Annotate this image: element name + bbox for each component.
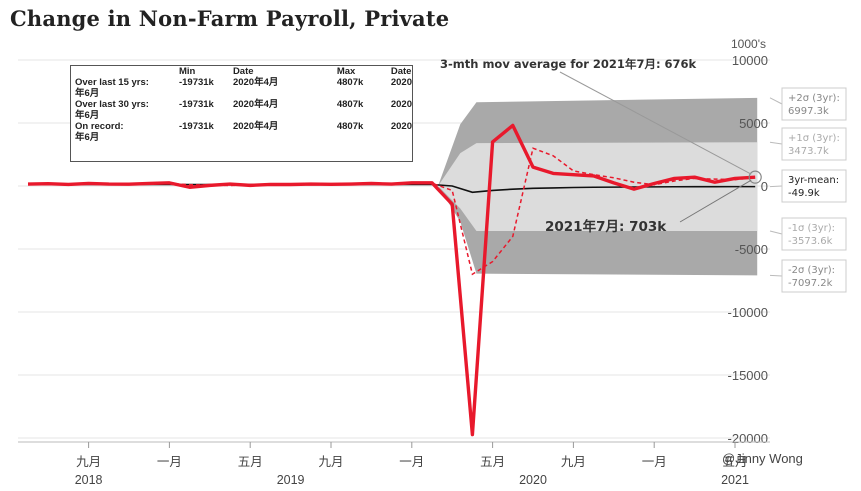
sigma-label-box — [781, 217, 847, 251]
label-leader — [769, 97, 783, 105]
stats-row: Over last 30 yrs: -19731k 2020年4月 4807k … — [71, 99, 412, 110]
sigma-label-text: -2σ (3yr): — [788, 265, 835, 276]
x-tick-label: 五月 — [238, 454, 263, 469]
watermark: @Jinny Wong — [722, 451, 803, 466]
stats-row-extra: 年6月 — [75, 110, 100, 121]
stats-row-min-date: 2020年4月 — [232, 121, 279, 132]
x-tick-label: 五月 — [480, 454, 505, 469]
stats-row-max-date: 2020 — [390, 99, 412, 110]
latest-point-marker — [748, 170, 762, 184]
sigma-label-text: 3yr-mean: — [788, 175, 839, 186]
stats-row-max: 4807k — [336, 77, 364, 88]
sigma-label-value: -49.9k — [788, 188, 820, 199]
y-tick-label: -15000 — [728, 368, 768, 383]
stats-table: Min Date Max Date Over last 15 yrs: -197… — [70, 65, 413, 162]
x-year-label: 2019 — [277, 473, 305, 487]
x-tick-label: 九月 — [76, 454, 101, 469]
y-tick-label: 10000 — [732, 53, 768, 68]
annotation-mov-avg: 3-mth mov average for 2021年7月: 676k — [440, 57, 697, 71]
sigma-label-box — [781, 259, 847, 293]
stats-row-max: 4807k — [336, 99, 364, 110]
stats-row-extra: 年6月 — [75, 132, 100, 143]
chart-title: Change in Non-Farm Payroll, Private — [10, 6, 450, 31]
x-tick-label: 九月 — [318, 454, 343, 469]
x-tick-label: 一月 — [642, 454, 667, 469]
x-tick-label: 五月 — [722, 454, 747, 469]
label-leader — [769, 230, 783, 235]
annotation-leader — [559, 71, 752, 175]
sigma-label-value: -3573.6k — [788, 236, 833, 247]
stats-header-min-date: Date — [232, 66, 254, 77]
stats-row-label: On record: — [75, 121, 124, 132]
stats-row: On record: -19731k 2020年4月 4807k 2020 — [71, 121, 412, 132]
stats-header-max-date: Date — [390, 66, 412, 77]
stats-row-max-date: 2020 — [390, 77, 412, 88]
stats-row-max: 4807k — [336, 121, 364, 132]
annotation-latest: 2021年7月: 703k — [545, 218, 667, 235]
annotation-leader — [679, 179, 752, 223]
y-tick-label: -20000 — [728, 431, 768, 446]
mov-avg-line — [27, 147, 756, 276]
stats-row-min: -19731k — [178, 99, 214, 110]
stats-row-min-date: 2020年4月 — [232, 77, 279, 88]
sigma-label-text: +2σ (3yr): — [788, 93, 840, 104]
label-leader — [769, 274, 783, 277]
stats-header-label — [71, 66, 175, 77]
stats-row-max-date: 2020 — [390, 121, 412, 132]
sigma-label-value: -7097.2k — [788, 278, 833, 289]
x-year-label: 2021 — [721, 473, 749, 487]
stats-row-min: -19731k — [178, 77, 214, 88]
sigma-label-value: 3473.7k — [788, 146, 829, 157]
sigma-label-box — [781, 169, 847, 203]
y-tick-label: -10000 — [728, 305, 768, 320]
stats-row-label: Over last 15 yrs: — [75, 77, 149, 88]
x-tick-label: 一月 — [157, 454, 182, 469]
y-tick-label: 5000 — [739, 116, 768, 131]
stats-row-label: Over last 30 yrs: — [75, 99, 149, 110]
x-year-label: 2018 — [75, 473, 103, 487]
stats-row-extra: 年6月 — [75, 88, 100, 99]
label-leader — [769, 185, 783, 188]
sigma-label-value: 6997.3k — [788, 106, 829, 117]
x-tick-label: 一月 — [399, 454, 424, 469]
x-tick-label: 九月 — [561, 454, 586, 469]
units-label: 1000's — [731, 37, 766, 51]
sigma-label-box — [781, 87, 847, 121]
stats-row-min-date: 2020年4月 — [232, 99, 279, 110]
label-leader — [769, 141, 783, 145]
y-tick-label: 0 — [761, 179, 768, 194]
sigma-label-box — [781, 127, 847, 161]
stats-header-max: Max — [336, 66, 356, 77]
stats-header-min: Min — [178, 66, 196, 77]
stats-row-min: -19731k — [178, 121, 214, 132]
sigma-label-text: -1σ (3yr): — [788, 223, 835, 234]
y-tick-label: -5000 — [735, 242, 768, 257]
stats-row: Over last 15 yrs: -19731k 2020年4月 4807k … — [71, 77, 412, 88]
sigma-label-text: +1σ (3yr): — [788, 133, 840, 144]
stats-header-row: Min Date Max Date — [71, 66, 412, 77]
x-year-label: 2020 — [519, 473, 547, 487]
